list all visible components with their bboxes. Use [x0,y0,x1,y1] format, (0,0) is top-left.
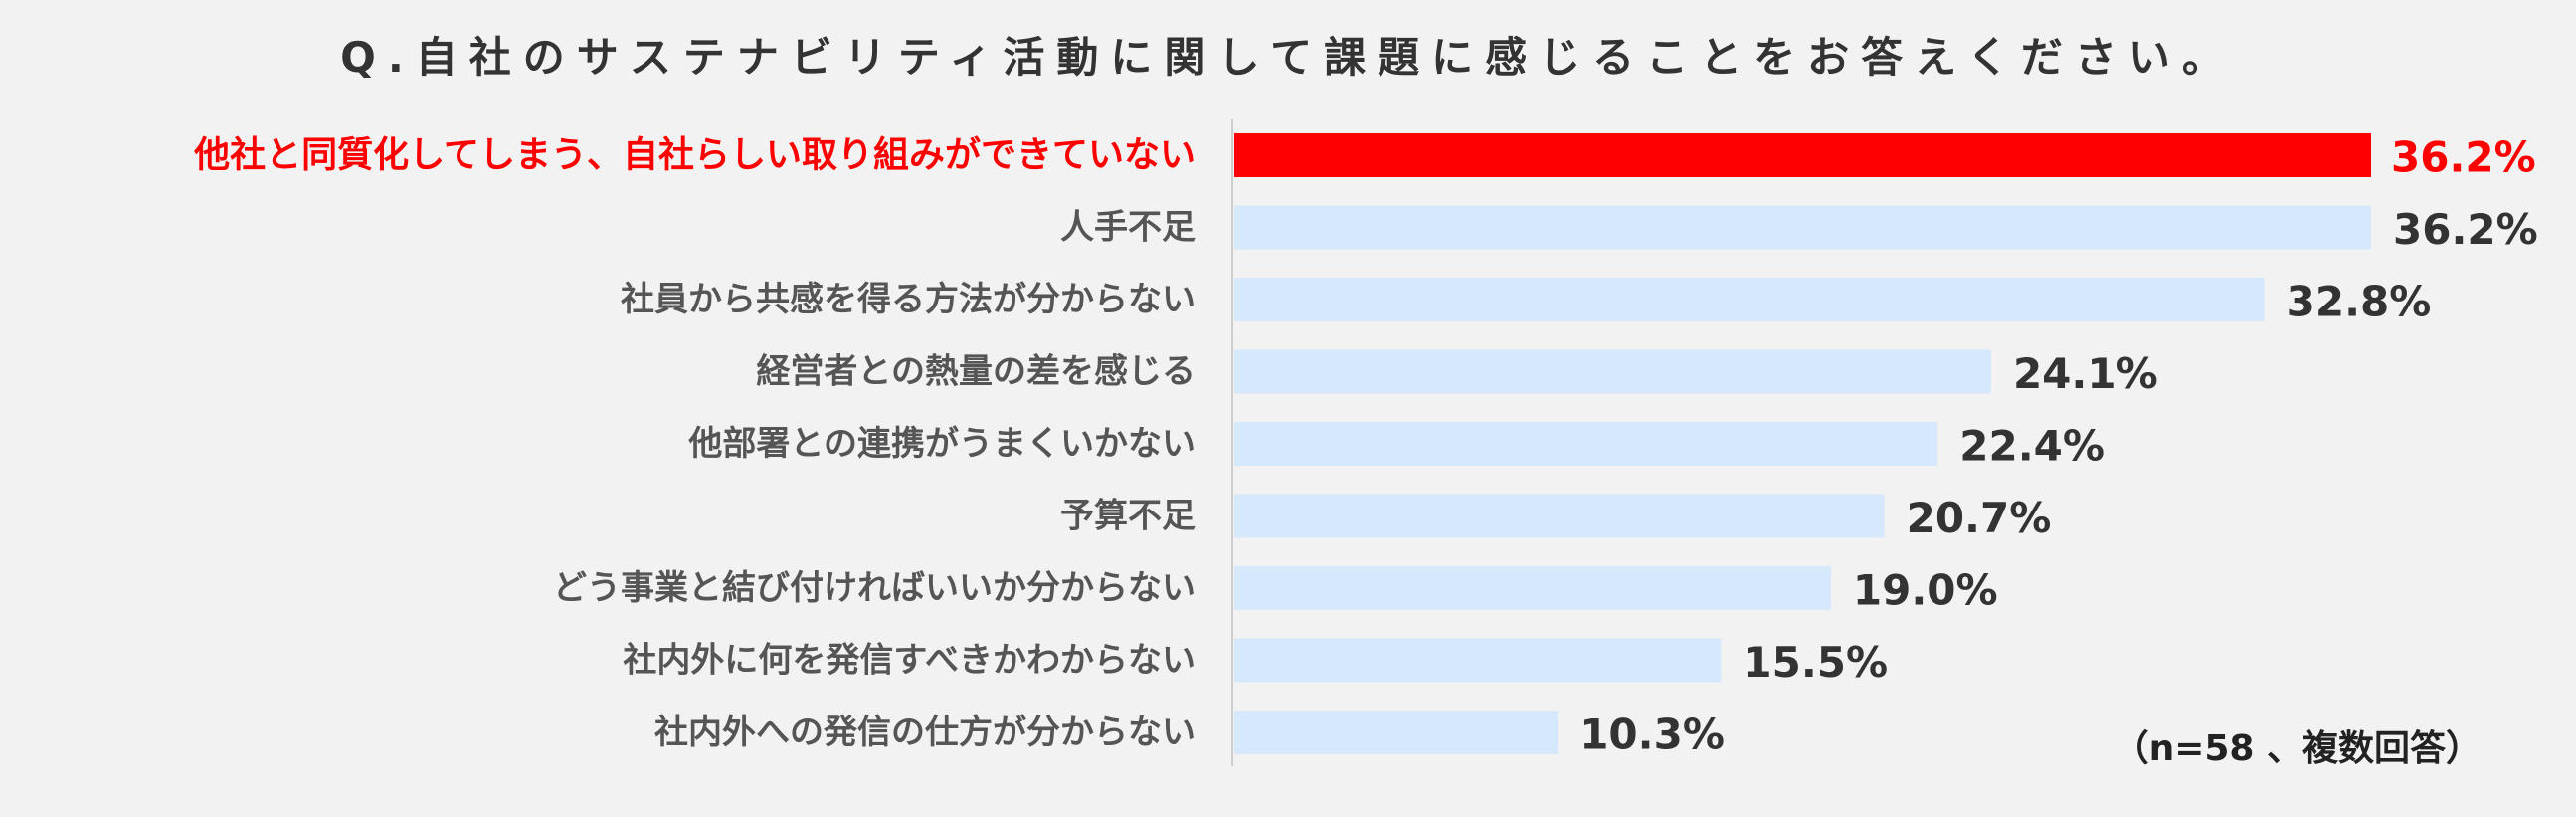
bar-7 [1234,566,1831,610]
value-label-2: 36.2% [2393,205,2538,254]
category-label-7: どう事業と結び付ければいいか分からない [553,568,1196,608]
value-label-7: 19.0% [1853,566,1998,615]
bar-2 [1234,205,2371,250]
value-label-5: 22.4% [1959,422,2105,471]
bar-1 [1234,133,2371,177]
value-label-6: 20.7% [1907,494,2052,542]
category-label-8: 社内外に何を発信すべきかわからない [623,641,1196,681]
value-label-1: 36.2% [2391,133,2536,182]
chart-title: Q.自社のサステナビリティ活動に関して課題に感じることをお答えください。 [340,33,2236,82]
bar-3 [1234,278,2265,321]
category-label-4: 経営者との熱量の差を感じる [756,352,1196,392]
bar-4 [1234,349,1991,394]
category-label-1: 他社と同質化してしまう、自社らしい取り組みができていない [193,135,1196,176]
sample-size-note: （n=58 、複数回答） [2114,728,2482,769]
bar-9 [1234,711,1559,754]
value-label-9: 10.3% [1579,711,1725,759]
category-label-9: 社内外への発信の仕方が分からない [654,713,1196,752]
bar-5 [1234,422,1938,466]
value-label-8: 15.5% [1743,638,1888,687]
bar-6 [1234,494,1885,538]
category-label-5: 他部署との連携がうまくいかない [687,424,1196,464]
chart-marks: 他社と同質化してしまう、自社らしい取り組みができていない 36.2% 人手不足 36.… [193,133,2538,759]
category-label-6: 予算不足 [1060,497,1196,536]
bar-8 [1234,638,1722,683]
value-label-3: 32.8% [2287,278,2432,326]
category-label-2: 人手不足 [1060,208,1196,248]
value-label-4: 24.1% [2013,349,2158,398]
category-label-3: 社員から共感を得る方法が分からない [621,280,1196,319]
